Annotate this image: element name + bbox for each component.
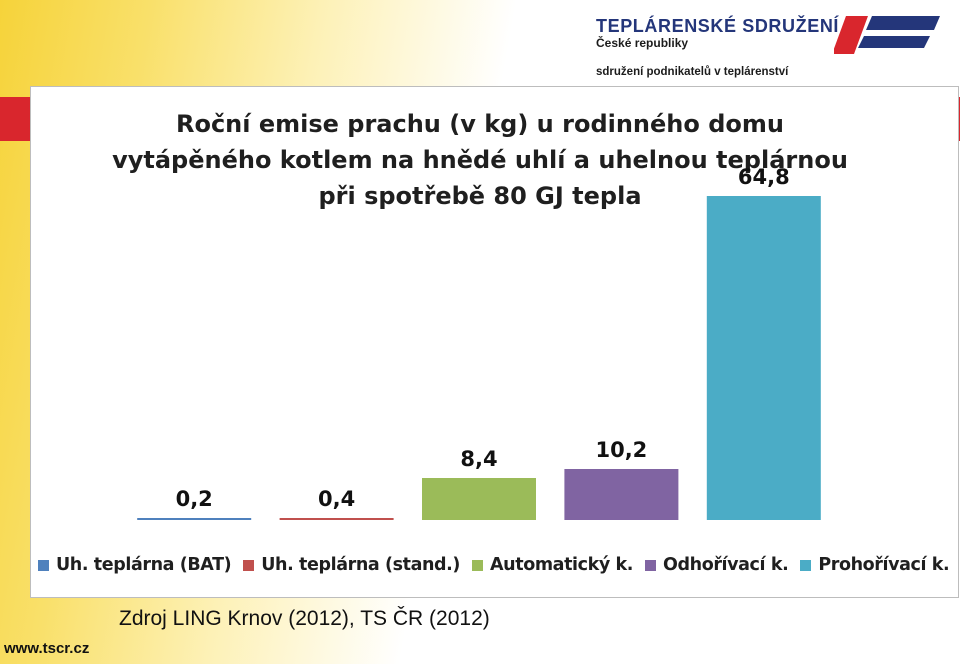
bar-1: [137, 518, 252, 520]
bar-2: [279, 518, 394, 520]
source-note: Zdroj LING Krnov (2012), TS ČR (2012): [119, 607, 490, 630]
logo-stripes-icon: [834, 16, 940, 54]
legend-label-3: Automatický k.: [490, 555, 634, 575]
bar-3: [422, 478, 536, 520]
bar-value-label-1: 0,2: [176, 487, 213, 511]
legend-item-2: Uh. teplárna (stand.): [243, 555, 460, 575]
bar-value-label-5: 64,8: [738, 165, 790, 189]
legend-swatch-1: [38, 559, 49, 571]
legend-label-2: Uh. teplárna (stand.): [261, 555, 461, 575]
legend-label-1: Uh. teplárna (BAT): [56, 555, 232, 575]
bar-value-label-4: 10,2: [595, 438, 647, 462]
organization-logo: TEPLÁRENSKÉ SDRUŽENÍ České republiky sdr…: [596, 14, 956, 84]
chart-legend: Uh. teplárna (BAT) Uh. teplárna (stand.) A…: [38, 553, 960, 577]
legend-label-4: Odhořívací k.: [663, 555, 789, 575]
organization-country: České republiky: [596, 36, 689, 50]
chart-title-line-3: při spotřebě 80 GJ tepla: [318, 182, 642, 210]
organization-name: TEPLÁRENSKÉ SDRUŽENÍ: [596, 16, 840, 36]
legend-swatch-4: [645, 559, 657, 571]
bar-5: [706, 196, 821, 520]
legend-swatch-5: [800, 559, 812, 571]
bar-value-label-2: 0,4: [318, 487, 355, 511]
legend-label-5: Prohořívací k.: [818, 555, 950, 575]
legend-swatch-3: [472, 559, 484, 571]
legend-swatch-2: [243, 559, 255, 571]
organization-tagline: sdružení podnikatelů v teplárenství: [596, 66, 789, 78]
legend-item-1: Uh. teplárna (BAT): [38, 555, 232, 575]
bar-4: [564, 469, 679, 520]
bar-value-label-3: 8,4: [460, 447, 497, 471]
chart-title: Roční emise prachu (v kg) u rodinného do…: [38, 106, 922, 214]
website-link[interactable]: www.tscr.cz: [4, 640, 90, 657]
chart-title-line-2: vytápěného kotlem na hnědé uhlí a uhelno…: [112, 146, 848, 174]
red-band-left: [0, 97, 32, 141]
legend-item-5: Prohořívací k.: [800, 555, 950, 575]
chart-title-line-1: Roční emise prachu (v kg) u rodinného do…: [175, 110, 784, 138]
legend-item-4: Odhořívací k.: [645, 555, 789, 575]
legend-item-3: Automatický k.: [472, 555, 633, 575]
